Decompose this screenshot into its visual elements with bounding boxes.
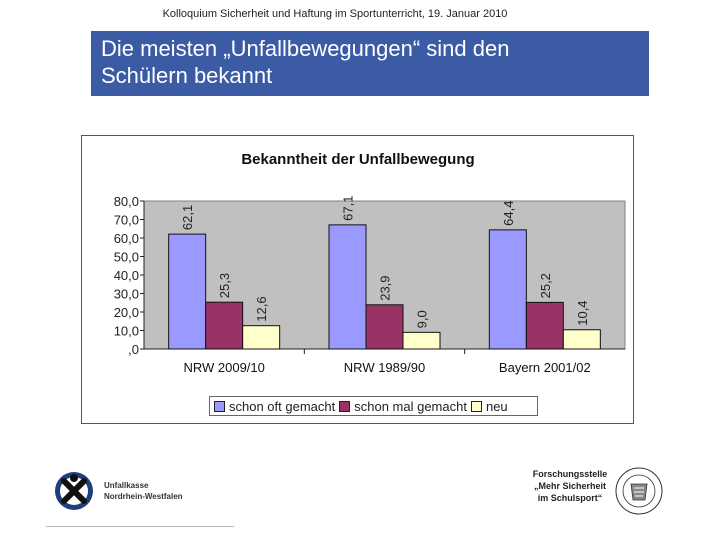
slide-header: Kolloquium Sicherheit und Haftung im Spo… xyxy=(162,8,508,20)
bar-0-1 xyxy=(205,301,244,350)
y-tick-label: 50,0 xyxy=(114,250,139,265)
data-label: 64,4 xyxy=(501,201,516,226)
data-label: 23,9 xyxy=(378,275,393,300)
bar-2-0 xyxy=(488,229,527,350)
unfallkasse-logo: Unfallkasse Nordrhein-Westfalen xyxy=(52,466,232,516)
chart-legend: schon oft gemacht schon mal gemacht neu xyxy=(209,396,538,416)
forschungsstelle-line1: Forschungsstelle xyxy=(532,469,608,479)
unfallkasse-name-line2: Nordrhein-Westfalen xyxy=(104,492,183,501)
forschungsstelle-name: Forschungsstelle „Mehr Sicherheit im Sch… xyxy=(530,468,610,504)
footer-divider xyxy=(46,526,234,527)
bar-2-2 xyxy=(562,329,601,350)
data-label: 9,0 xyxy=(415,310,430,328)
unfallkasse-emblem-icon xyxy=(55,472,93,510)
legend-swatch-neu xyxy=(470,400,482,412)
slide-title-line1: Die meisten „Unfallbewegungen“ sind den xyxy=(101,36,510,61)
data-label: 62,1 xyxy=(180,205,195,230)
bar-2-1 xyxy=(525,301,564,350)
x-tick-label: NRW 1989/90 xyxy=(344,360,425,375)
y-tick-label: 20,0 xyxy=(114,305,139,320)
y-tick-label: 30,0 xyxy=(114,287,139,302)
legend-item-mal: schon mal gemacht xyxy=(339,399,467,414)
y-tick-label: ,0 xyxy=(128,342,139,357)
chart-title: Bekanntheit der Unfallbewegung xyxy=(241,151,474,168)
forschungsstelle-line2: „Mehr Sicherheit xyxy=(533,481,607,491)
forschungsstelle-logo: Forschungsstelle „Mehr Sicherheit im Sch… xyxy=(530,466,670,516)
y-tick-label: 80,0 xyxy=(114,194,139,209)
data-label: 10,4 xyxy=(575,300,590,325)
legend-label-mal: schon mal gemacht xyxy=(354,398,467,414)
legend-swatch-oft xyxy=(214,400,225,412)
bar-chart: Bekanntheit der Unfallbewegung ,0 10,0 20,0… xyxy=(114,151,626,375)
unfallkasse-name: Unfallkasse Nordrhein-Westfalen xyxy=(104,480,183,502)
data-label: 25,2 xyxy=(538,273,553,298)
slide-title: Die meisten „Unfallbewegungen“ sind den … xyxy=(91,31,649,96)
legend-swatch-mal xyxy=(339,400,351,412)
legend-label-oft: schon oft gemacht xyxy=(229,398,336,414)
data-label: 25,3 xyxy=(217,273,232,298)
forschungsstelle-line3: im Schulsport“ xyxy=(537,493,603,503)
legend-item-oft: schon oft gemacht xyxy=(214,399,335,414)
bar-1-0 xyxy=(328,224,367,350)
bar-1-1 xyxy=(365,304,404,350)
bar-0-0 xyxy=(168,233,207,350)
unfallkasse-name-line1: Unfallkasse xyxy=(104,481,149,490)
legend-item-neu: neu xyxy=(470,398,508,414)
slide-title-line2: Schülern bekannt xyxy=(101,63,273,88)
x-tick-label: NRW 2009/10 xyxy=(183,360,264,375)
data-label: 12,6 xyxy=(254,296,269,321)
y-tick-label: 10,0 xyxy=(114,324,139,339)
chart-frame: Bekanntheit der Unfallbewegung ,0 10,0 20,0… xyxy=(81,135,634,424)
bar-1-2 xyxy=(402,331,441,350)
data-label: 67,1 xyxy=(341,196,356,221)
bar-0-2 xyxy=(242,325,281,350)
y-tick-label: 40,0 xyxy=(114,268,139,283)
y-tick-label: 70,0 xyxy=(114,213,139,228)
university-seal-icon xyxy=(615,467,663,515)
x-tick-label: Bayern 2001/02 xyxy=(499,360,591,375)
legend-label-neu: neu xyxy=(485,398,508,414)
y-tick-label: 60,0 xyxy=(114,231,139,246)
